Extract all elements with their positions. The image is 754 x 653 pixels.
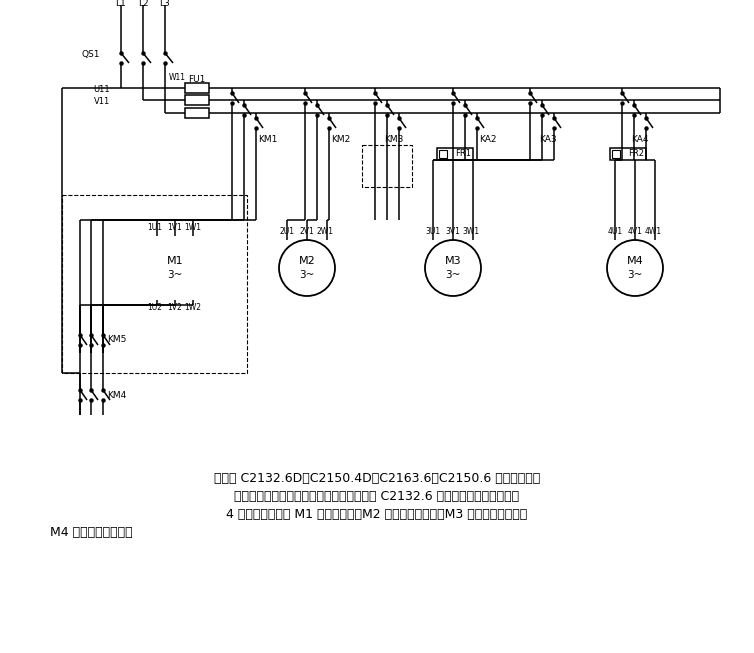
Text: 1U1: 1U1	[148, 223, 163, 232]
Text: L3: L3	[160, 0, 170, 7]
Text: FR1: FR1	[455, 150, 471, 159]
Text: 3U1: 3U1	[425, 227, 440, 236]
Bar	[439, 150, 447, 158]
Text: 3~: 3~	[167, 270, 182, 280]
Text: FU1: FU1	[188, 74, 206, 84]
Text: M2: M2	[299, 256, 315, 266]
Text: 4 台电动机，其中 M1 为主电动机，M2 为分配轴电动机，M3 为运居器电动机、: 4 台电动机，其中 M1 为主电动机，M2 为分配轴电动机，M3 为运居器电动机…	[226, 507, 528, 520]
Text: KM3: KM3	[384, 136, 403, 144]
Text: L1: L1	[115, 0, 127, 7]
Text: M3: M3	[445, 256, 461, 266]
Text: 1V2: 1V2	[167, 304, 182, 313]
Bar	[185, 95, 209, 105]
Bar	[362, 145, 412, 187]
Text: M4 为冷却泵电动机。: M4 为冷却泵电动机。	[50, 526, 133, 539]
Text: KM4: KM4	[107, 390, 126, 400]
Text: 4W1: 4W1	[645, 227, 661, 236]
Text: QS1: QS1	[82, 50, 100, 59]
Text: V11: V11	[93, 97, 110, 106]
Text: U11: U11	[93, 84, 110, 93]
Text: KM1: KM1	[258, 136, 277, 144]
Text: 2V1: 2V1	[299, 227, 314, 236]
Text: 1V1: 1V1	[167, 223, 182, 232]
Text: 3V1: 3V1	[446, 227, 461, 236]
Text: 2U1: 2U1	[280, 227, 295, 236]
Text: KM5: KM5	[107, 336, 127, 345]
Bar	[62, 195, 247, 373]
Circle shape	[279, 240, 335, 296]
Text: 3W1: 3W1	[462, 227, 480, 236]
Bar	[437, 148, 473, 160]
Text: KA4: KA4	[631, 136, 648, 144]
Text: 3~: 3~	[446, 270, 461, 280]
Text: FR2: FR2	[628, 150, 644, 159]
Circle shape	[425, 240, 481, 296]
Circle shape	[143, 236, 207, 300]
Text: 1W1: 1W1	[185, 223, 201, 232]
Text: 1U2: 1U2	[148, 304, 163, 313]
Bar	[185, 83, 209, 93]
Text: 4U1: 4U1	[608, 227, 623, 236]
Circle shape	[607, 240, 663, 296]
Text: M4: M4	[627, 256, 643, 266]
Text: 2W1: 2W1	[317, 227, 333, 236]
Bar	[185, 108, 209, 118]
Text: 动车床的主电路和指示部分。图中虚线内为 C2132.6 增加部分，该机床共配置: 动车床的主电路和指示部分。图中虚线内为 C2132.6 增加部分，该机床共配置	[234, 490, 520, 503]
Text: 3~: 3~	[299, 270, 314, 280]
Text: 1W2: 1W2	[185, 304, 201, 313]
Bar	[610, 148, 646, 160]
Text: KA2: KA2	[479, 136, 496, 144]
Text: W11: W11	[169, 74, 186, 82]
Text: L2: L2	[138, 0, 149, 7]
Text: KM2: KM2	[331, 136, 351, 144]
Text: 3~: 3~	[627, 270, 642, 280]
Text: KA3: KA3	[539, 136, 556, 144]
Text: M1: M1	[167, 256, 183, 266]
Text: 4V1: 4V1	[627, 227, 642, 236]
Bar	[612, 150, 620, 158]
Text: 所示为 C2132.6D、C2150.4D、C2163.6、C2150.6 型卧式六角自: 所示为 C2132.6D、C2150.4D、C2163.6、C2150.6 型卧…	[214, 471, 540, 485]
